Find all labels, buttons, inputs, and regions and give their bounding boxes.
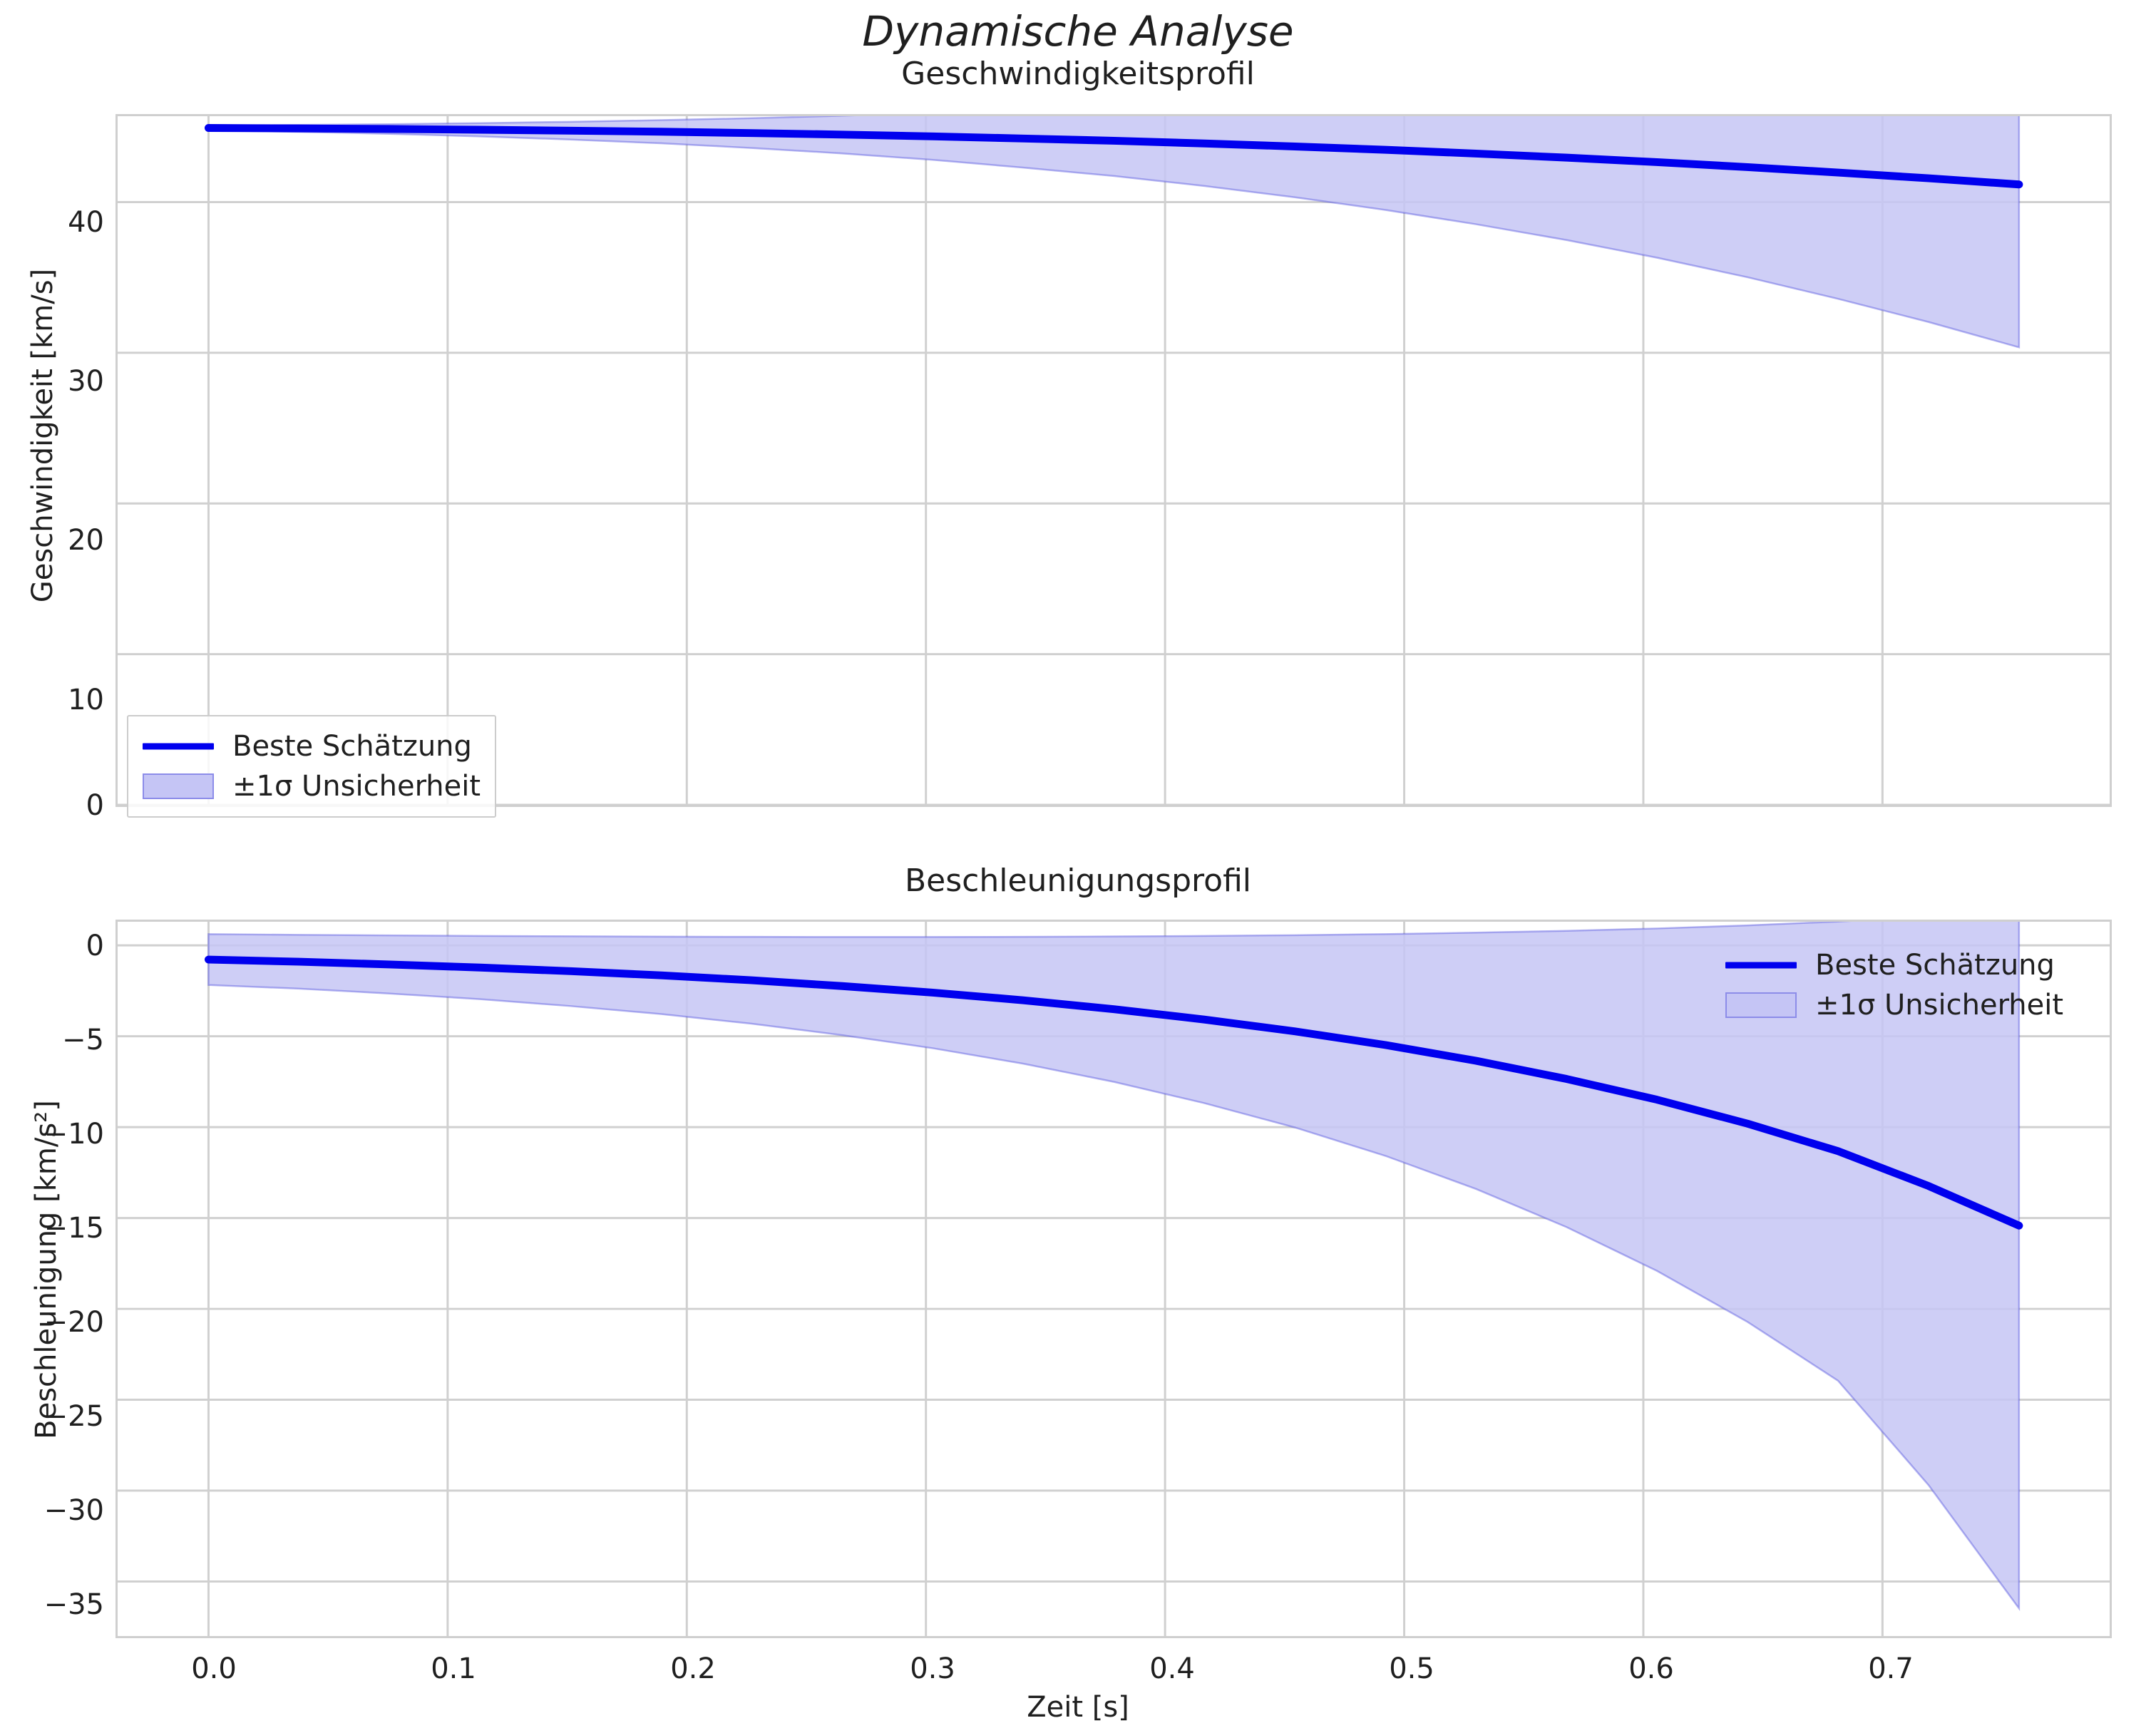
xtick-3: 0.3 (910, 1652, 955, 1685)
accel-ytick-m25: −25 (43, 1400, 104, 1433)
xtick-1: 0.1 (431, 1652, 476, 1685)
xtick-4: 0.4 (1149, 1652, 1195, 1685)
accel-ytick-m20: −20 (43, 1306, 104, 1339)
velocity-y-axis-label: Geschwindigkeit [km/s] (26, 268, 59, 603)
xtick-7: 0.7 (1868, 1652, 1914, 1685)
accel-plot-svg (118, 922, 2110, 1636)
legend-band-swatch (140, 772, 217, 801)
xtick-2: 0.2 (670, 1652, 716, 1685)
velocity-plot-svg (118, 116, 2110, 805)
accel-plot-area (115, 920, 2112, 1638)
velocity-chart-title: Geschwindigkeitsprofil (901, 56, 1255, 92)
accel-ytick-m35: −35 (43, 1588, 104, 1621)
xtick-0: 0.0 (191, 1652, 237, 1685)
accel-ytick-m15: −15 (43, 1212, 104, 1245)
velocity-plot-area (115, 114, 2112, 807)
accel-ytick-m30: −30 (43, 1494, 104, 1527)
velocity-legend-row-band: ±1σ Unsicherheit (140, 766, 481, 806)
legend-line-swatch (1723, 951, 1800, 979)
accel-legend-band-label: ±1σ Unsicherheit (1815, 989, 2064, 1022)
accel-legend: Beste Schätzung ±1σ Unsicherheit (1711, 935, 2078, 1035)
legend-band-swatch (1723, 991, 1800, 1019)
accel-chart-title: Beschleunigungsprofil (904, 863, 1252, 899)
accel-legend-line-label: Beste Schätzung (1815, 949, 2055, 982)
velocity-legend-band-label: ±1σ Unsicherheit (232, 770, 481, 803)
legend-line-swatch (140, 732, 217, 761)
figure-suptitle: Dynamische Analyse (862, 7, 1294, 56)
velocity-ytick-40: 40 (68, 206, 104, 239)
accel-ytick-m5: −5 (62, 1024, 104, 1056)
velocity-ytick-20: 20 (68, 524, 104, 557)
accel-ytick-0: 0 (86, 930, 104, 962)
x-axis-label: Zeit [s] (1027, 1691, 1129, 1724)
velocity-legend-row-line: Beste Schätzung (140, 726, 481, 766)
velocity-legend: Beste Schätzung ±1σ Unsicherheit (127, 715, 497, 818)
xtick-5: 0.5 (1389, 1652, 1434, 1685)
accel-legend-row-line: Beste Schätzung (1723, 945, 2063, 985)
velocity-legend-line-label: Beste Schätzung (232, 730, 472, 763)
velocity-ytick-30: 30 (68, 365, 104, 398)
velocity-ytick-0: 0 (86, 789, 104, 822)
accel-legend-row-band: ±1σ Unsicherheit (1723, 985, 2063, 1025)
xtick-6: 0.6 (1628, 1652, 1674, 1685)
accel-ytick-m10: −10 (43, 1118, 104, 1151)
velocity-ytick-10: 10 (68, 684, 104, 716)
